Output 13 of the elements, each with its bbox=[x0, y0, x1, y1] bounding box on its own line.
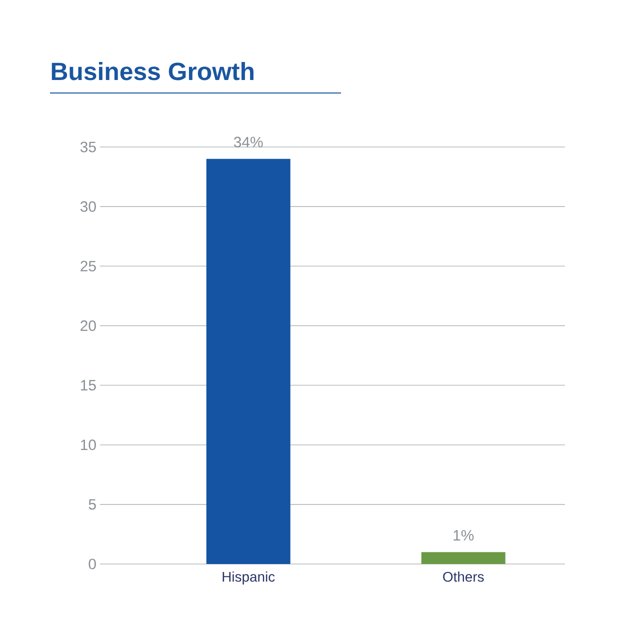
data-label: 1% bbox=[454, 530, 474, 541]
data-label: 34% bbox=[234, 136, 263, 148]
x-tick-label: Others bbox=[443, 572, 484, 582]
chart-title: Business Growth bbox=[52, 62, 254, 80]
y-tick-label: 30 bbox=[80, 201, 96, 212]
y-tick-label: 5 bbox=[88, 499, 96, 510]
y-tick-label: 0 bbox=[88, 558, 96, 570]
x-tick-label: Hispanic bbox=[222, 572, 275, 584]
y-tick-label: 20 bbox=[80, 320, 96, 331]
y-tick-label: 25 bbox=[80, 260, 96, 272]
y-tick-label: 35 bbox=[80, 142, 96, 152]
y-tick-label: 10 bbox=[81, 440, 96, 450]
y-tick-label: 15 bbox=[81, 380, 96, 390]
